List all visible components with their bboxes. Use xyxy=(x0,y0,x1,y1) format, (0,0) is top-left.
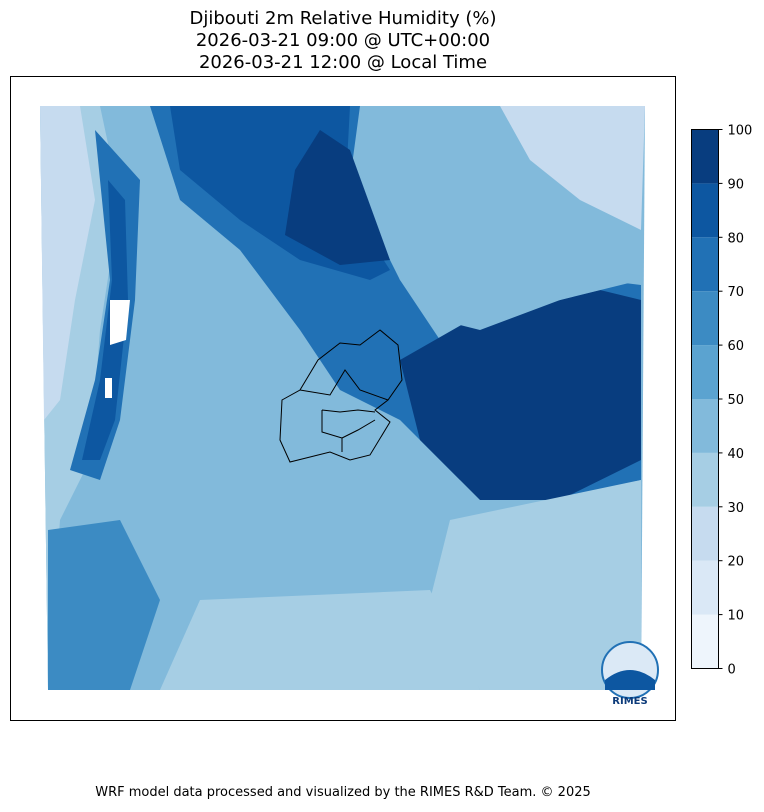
colorbar-tick-label: 0 xyxy=(728,663,736,678)
country-borders xyxy=(279,329,403,463)
logo: RIMES xyxy=(601,641,659,707)
colorbar-tick-label: 70 xyxy=(728,285,745,300)
humidity-field xyxy=(40,106,645,690)
colorbar-level xyxy=(691,129,719,184)
colorbar-tick-label: 60 xyxy=(728,339,745,354)
colorbar-level xyxy=(691,291,719,346)
colorbar-tick-label: 100 xyxy=(728,124,753,139)
colorbar-level xyxy=(691,237,719,292)
colorbar-tick-label: 40 xyxy=(728,447,745,462)
colorbar-tick-label: 30 xyxy=(728,501,745,516)
title-line: 2026-03-21 09:00 @ UTC+00:00 xyxy=(196,30,490,51)
title-line: Djibouti 2m Relative Humidity (%) xyxy=(190,8,497,29)
colorbar-tick-label: 90 xyxy=(728,177,745,192)
colorbar-level xyxy=(691,506,719,561)
colorbar-tick-label: 20 xyxy=(728,555,745,570)
colorbar-level xyxy=(691,345,719,399)
footer: WRF model data processed and visualized … xyxy=(95,785,591,800)
colorbar-tick-label: 10 xyxy=(728,609,745,624)
colorbar-tick-label: 80 xyxy=(728,231,745,246)
colorbar: 0 10 20 30 40 50 60 70 80 90 100 xyxy=(691,124,753,678)
colorbar-level xyxy=(691,452,719,507)
colorbar-level xyxy=(691,183,719,238)
colorbar-tick-label: 50 xyxy=(728,393,745,408)
colorbar-level xyxy=(691,560,719,615)
logo-text: RIMES xyxy=(612,696,647,707)
title-line: 2026-03-21 12:00 @ Local Time xyxy=(199,52,487,73)
colorbar-level xyxy=(691,614,719,669)
colorbar-frame xyxy=(691,129,719,669)
colorbar-level xyxy=(691,399,719,453)
